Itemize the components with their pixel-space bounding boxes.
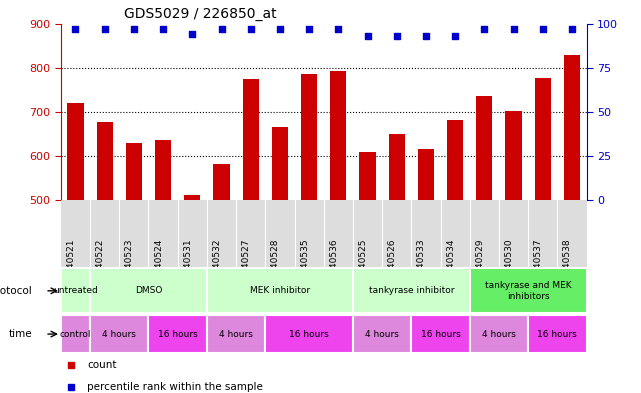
Point (333, 26, 344, 32)
Bar (470, 315, 528, 353)
Bar (90, 315, 149, 353)
Text: 16 hours: 16 hours (158, 330, 197, 338)
Bar (67, 103, 83, 200)
Text: time: time (8, 329, 32, 339)
Text: control: control (60, 330, 91, 338)
Point (420, 33, 431, 39)
Bar (301, 74, 317, 200)
Bar (272, 127, 288, 200)
Point (71, 26, 81, 32)
Text: tankyrase and MEK
inhibitors: tankyrase and MEK inhibitors (485, 281, 571, 301)
Bar (353, 315, 412, 353)
Point (538, 26, 548, 32)
Bar (207, 315, 265, 353)
Point (99, 26, 110, 32)
Point (362, 33, 372, 39)
Point (479, 26, 490, 32)
Bar (388, 134, 404, 200)
Bar (353, 268, 470, 314)
Bar (418, 149, 434, 200)
Point (304, 26, 314, 32)
Point (450, 33, 460, 39)
Text: protocol: protocol (0, 286, 32, 296)
Bar (330, 71, 346, 200)
Text: 4 hours: 4 hours (365, 330, 399, 338)
Text: 16 hours: 16 hours (289, 330, 329, 338)
Bar (412, 315, 470, 353)
Bar (61, 315, 90, 353)
Text: tankyrase inhibitor: tankyrase inhibitor (369, 286, 454, 295)
Point (392, 33, 402, 39)
Bar (360, 152, 376, 200)
Point (217, 26, 227, 32)
Bar (470, 268, 587, 314)
Bar (506, 111, 522, 200)
Bar (564, 55, 580, 200)
Bar (447, 120, 463, 200)
Bar (265, 315, 353, 353)
Bar (213, 164, 229, 200)
Bar (90, 268, 207, 314)
Bar (97, 122, 113, 200)
Point (158, 26, 168, 32)
Text: untreated: untreated (53, 286, 98, 295)
Point (508, 26, 519, 32)
Bar (243, 79, 259, 200)
Point (187, 31, 197, 37)
Bar (155, 140, 171, 200)
Bar (528, 315, 587, 353)
Bar (61, 268, 90, 314)
Point (129, 26, 139, 32)
Text: GDS5029 / 226850_at: GDS5029 / 226850_at (124, 7, 277, 21)
Text: count: count (87, 360, 117, 371)
Text: 16 hours: 16 hours (420, 330, 460, 338)
Text: 4 hours: 4 hours (103, 330, 137, 338)
Text: 16 hours: 16 hours (537, 330, 577, 338)
Bar (126, 143, 142, 200)
Bar (207, 268, 353, 314)
Point (275, 26, 285, 32)
Text: 4 hours: 4 hours (482, 330, 516, 338)
Point (567, 26, 577, 32)
Point (246, 26, 256, 32)
Text: 4 hours: 4 hours (219, 330, 253, 338)
Text: percentile rank within the sample: percentile rank within the sample (87, 382, 263, 392)
Text: DMSO: DMSO (135, 286, 162, 295)
Bar (184, 195, 201, 200)
Bar (476, 95, 492, 200)
Bar (535, 77, 551, 200)
Bar (149, 315, 207, 353)
Text: MEK inhibitor: MEK inhibitor (250, 286, 310, 295)
